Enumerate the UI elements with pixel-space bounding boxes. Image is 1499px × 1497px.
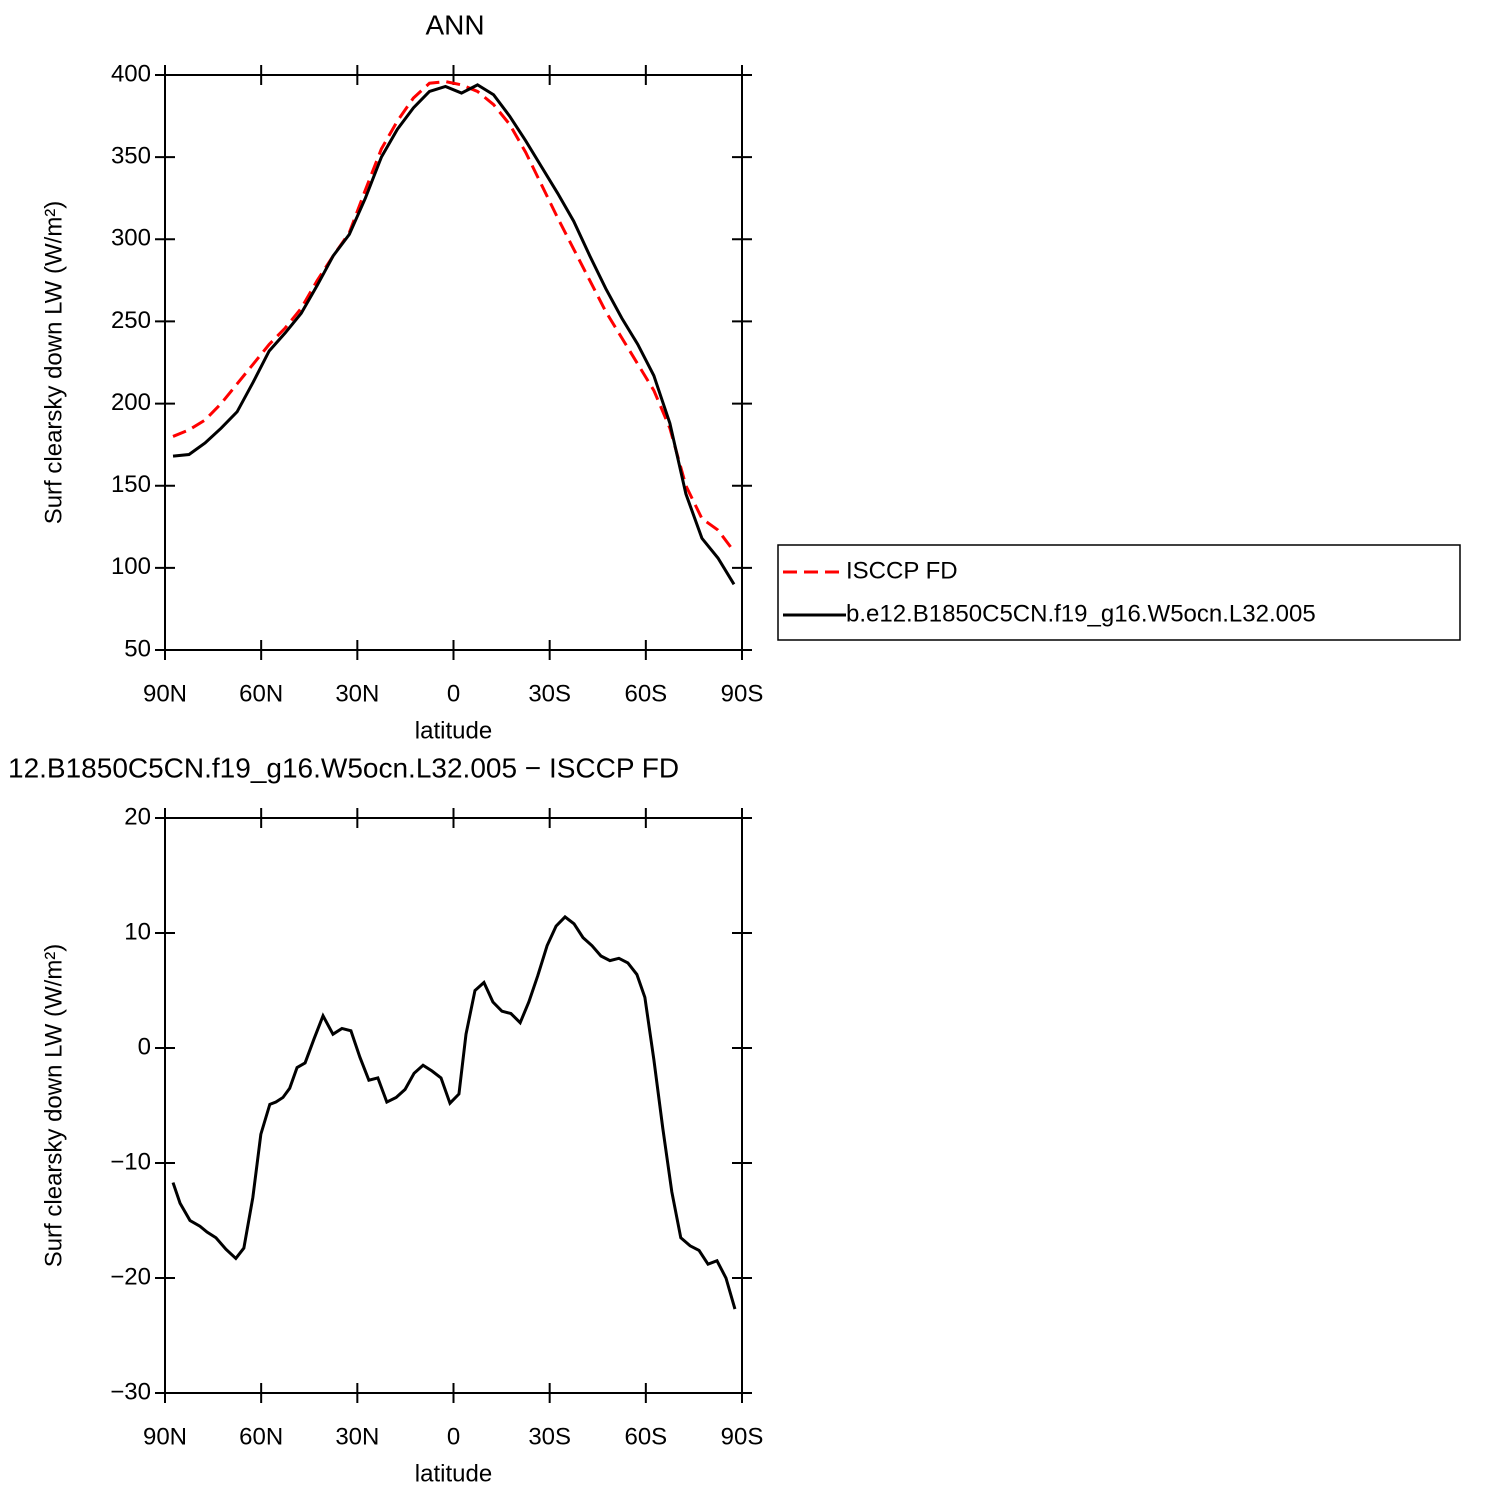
x-tick-label: 0 <box>447 1423 460 1450</box>
y-tick-label: 50 <box>124 635 151 662</box>
y-tick-label: 10 <box>124 918 151 945</box>
data-line <box>172 83 736 586</box>
y-tick-label: −10 <box>110 1148 151 1175</box>
x-tick-label: 60N <box>239 680 283 707</box>
legend-label: b.e12.B1850C5CN.f19_g16.W5ocn.L32.005 <box>846 600 1316 627</box>
y-axis-label: Surf clearsky down LW (W/m²) <box>40 201 67 525</box>
y-tick-label: 0 <box>138 1033 151 1060</box>
y-tick-label: 150 <box>111 471 151 498</box>
x-tick-label: 30N <box>335 680 379 707</box>
y-tick-label: 20 <box>124 803 151 830</box>
chart-title: ANN <box>425 9 484 40</box>
legend-label: ISCCP FD <box>846 557 958 584</box>
x-tick-label: 90S <box>721 680 764 707</box>
x-tick-label: 90N <box>143 680 187 707</box>
x-tick-label: 30S <box>528 1423 571 1450</box>
x-tick-label: 30S <box>528 680 571 707</box>
data-line <box>171 914 737 1310</box>
y-tick-label: 100 <box>111 553 151 580</box>
x-tick-label: 90S <box>721 1423 764 1450</box>
y-tick-label: 350 <box>111 142 151 169</box>
y-axis-label: Surf clearsky down LW (W/m²) <box>40 944 67 1268</box>
y-tick-label: −20 <box>110 1263 151 1290</box>
y-tick-label: 400 <box>111 60 151 87</box>
legend-box <box>777 544 1461 641</box>
x-tick-label: 60S <box>624 680 667 707</box>
x-tick-label: 60S <box>624 1423 667 1450</box>
x-tick-label: 90N <box>143 1423 187 1450</box>
chart-title: 12.B1850C5CN.f19_g16.W5ocn.L32.005 − ISC… <box>8 752 679 783</box>
y-tick-label: −30 <box>110 1378 151 1405</box>
x-tick-label: 30N <box>335 1423 379 1450</box>
y-tick-label: 250 <box>111 307 151 334</box>
x-tick-label: 0 <box>447 680 460 707</box>
plot-frame <box>164 74 743 651</box>
y-tick-label: 300 <box>111 225 151 252</box>
x-axis-label: latitude <box>415 1460 492 1487</box>
data-line <box>172 80 736 553</box>
x-axis-label: latitude <box>415 717 492 744</box>
y-tick-label: 200 <box>111 389 151 416</box>
plot-frame <box>164 817 743 1394</box>
x-tick-label: 60N <box>239 1423 283 1450</box>
